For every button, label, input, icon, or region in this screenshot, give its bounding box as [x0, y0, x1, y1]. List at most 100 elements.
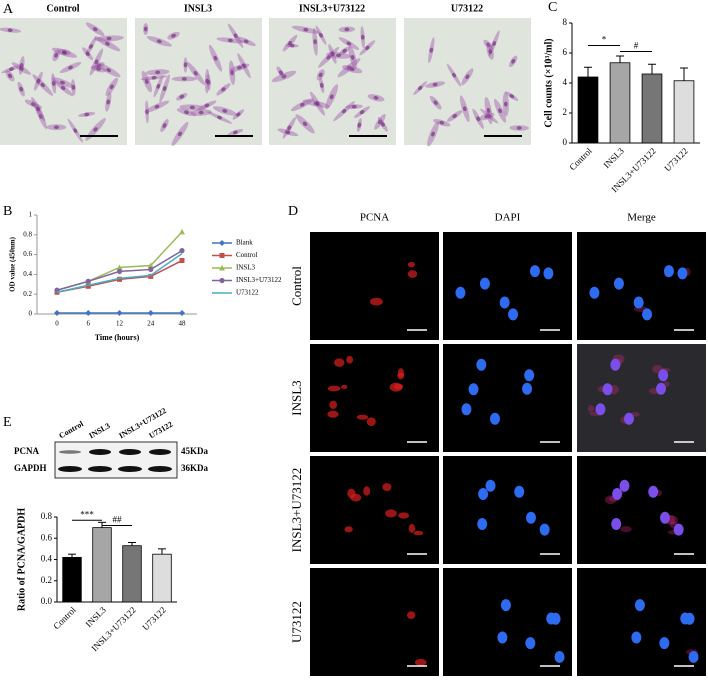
blot-band — [58, 466, 82, 472]
marker — [219, 253, 225, 258]
nucleus — [40, 82, 45, 88]
nucleus — [7, 73, 13, 79]
pcna-signal — [340, 384, 348, 390]
nucleus — [106, 68, 111, 73]
nucleus — [465, 74, 470, 80]
nucleus — [51, 80, 56, 86]
pcna-signal — [344, 526, 353, 533]
nucleus — [589, 286, 600, 299]
nucleus — [285, 130, 291, 135]
x-tick-label: INSL3 — [83, 604, 108, 629]
nucleus — [68, 65, 73, 70]
micrograph — [0, 18, 127, 145]
marker — [219, 265, 225, 271]
nucleus — [243, 39, 249, 44]
x-tick-label: 12 — [116, 320, 124, 328]
nucleus — [659, 637, 670, 650]
panel-label: C — [548, 0, 557, 15]
pcna-signal — [366, 417, 376, 427]
significance-label: ## — [113, 515, 123, 525]
image-background — [577, 344, 706, 452]
fluorescence-image — [577, 568, 706, 676]
y-tick-label: 0.6 — [41, 532, 53, 542]
nucleus — [329, 94, 334, 100]
nucleus — [237, 65, 242, 70]
fluorescence-image — [577, 456, 706, 564]
y-tick-label: 0 — [29, 310, 33, 318]
pcna-signal — [406, 611, 416, 619]
nucleus — [9, 67, 14, 72]
marker — [148, 266, 154, 273]
nucleus — [236, 112, 241, 117]
y-tick-label: 0.2 — [23, 290, 32, 298]
x-axis-label: Time (hours) — [95, 333, 140, 342]
image-background — [443, 456, 572, 564]
y-tick-label: 8 — [563, 17, 568, 27]
nucleus — [213, 55, 218, 61]
fluorescence-image — [310, 456, 439, 564]
nucleus — [341, 108, 347, 114]
nucleus — [452, 72, 457, 78]
y-tick-label: 0.0 — [41, 596, 53, 606]
nucleus — [287, 125, 292, 131]
nucleus — [144, 79, 149, 85]
x-tick-label: 24 — [147, 320, 155, 328]
pcna-signal — [407, 261, 416, 268]
nucleus — [344, 27, 350, 32]
nucleus — [485, 479, 496, 492]
nucleus — [162, 123, 167, 128]
marker — [179, 258, 185, 264]
image-title: U73122 — [451, 3, 483, 14]
column-header: PCNA — [360, 212, 389, 224]
blot-frame — [54, 441, 178, 479]
nucleus — [193, 71, 198, 76]
nucleus — [93, 127, 98, 132]
blot-band — [148, 466, 172, 472]
nucleus — [610, 358, 621, 371]
blot-band — [118, 466, 142, 472]
legend-label: INSL3+U73122 — [236, 276, 282, 284]
nucleus — [154, 104, 160, 109]
bar — [152, 553, 172, 603]
column-header: DAPI — [495, 212, 521, 224]
nucleus — [476, 358, 487, 371]
pcna-signal — [347, 488, 356, 499]
nucleus — [357, 122, 362, 128]
y-tick-label: 0 — [563, 137, 568, 147]
micrograph — [269, 18, 396, 145]
image-background — [269, 18, 396, 145]
nucleus — [380, 121, 385, 127]
nucleus — [106, 99, 111, 105]
nucleus — [525, 637, 536, 650]
column-header: Merge — [627, 212, 656, 224]
nucleus — [303, 27, 309, 32]
nucleus — [60, 85, 66, 91]
nucleus — [539, 523, 550, 536]
fluorescence-image — [443, 568, 572, 676]
nucleus — [499, 296, 510, 309]
nucleus — [184, 110, 189, 115]
micrograph — [135, 18, 262, 147]
nucleus — [373, 95, 379, 100]
marker — [179, 248, 185, 254]
legend-label: INSL3 — [236, 264, 256, 272]
nucleus — [346, 41, 352, 46]
marker — [179, 310, 185, 317]
nucleus — [688, 650, 699, 663]
pcna-signal — [398, 512, 410, 519]
y-tick-label: 0.6 — [23, 250, 32, 258]
pcna-signal — [385, 509, 397, 518]
x-tick-label: Control — [567, 145, 594, 172]
pcna-signal — [393, 383, 404, 390]
nucleus — [221, 87, 226, 92]
series-line — [56, 252, 183, 293]
nucleus — [613, 277, 624, 290]
nucleus — [677, 267, 688, 280]
bar — [673, 80, 695, 144]
protein-label: PCNA — [14, 446, 39, 456]
pcna-signal — [346, 355, 354, 364]
nucleus — [514, 485, 525, 498]
y-tick-label: 0.2 — [41, 575, 52, 585]
nucleus — [318, 72, 323, 78]
nucleus — [461, 403, 472, 416]
